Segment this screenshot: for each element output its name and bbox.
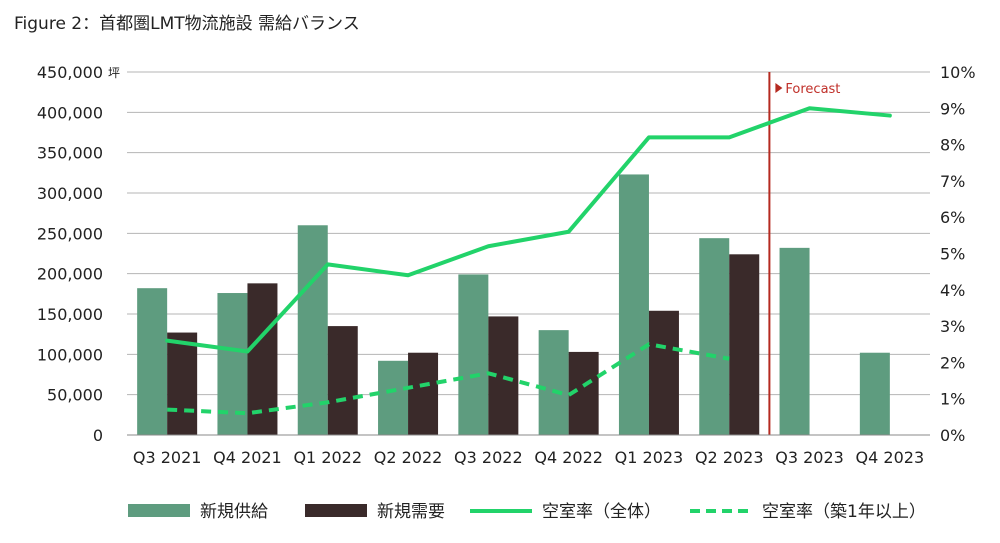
demand-bar <box>648 310 679 435</box>
y-left-tick-label: 50,000 <box>47 386 103 405</box>
legend-label: 新規需要 <box>377 502 445 522</box>
y-right-tick-label: 0% <box>940 426 965 445</box>
demand-bar <box>729 254 760 435</box>
legend-swatch <box>128 504 190 517</box>
forecast-label: Forecast <box>785 82 840 97</box>
demand-bar <box>167 332 198 435</box>
supply-bar <box>297 225 328 435</box>
y-left-tick-label: 400,000 <box>37 103 103 122</box>
demand-bar <box>327 326 358 435</box>
y-left-tick-label: 300,000 <box>37 184 103 203</box>
x-tick-label: Q3 2022 <box>454 448 523 467</box>
y-right-tick-label: 1% <box>940 390 965 409</box>
y-left-tick-label: 200,000 <box>37 265 103 284</box>
forecast-arrow-icon <box>775 83 783 93</box>
x-tick-label: Q3 2023 <box>775 448 844 467</box>
legend-label: 空室率（全体） <box>542 502 661 522</box>
y-right-tick-label: 2% <box>940 353 965 372</box>
supply-bar <box>137 288 168 435</box>
y-right-tick-label: 5% <box>940 245 965 264</box>
y-right-tick-label: 4% <box>940 281 965 300</box>
x-tick-label: Q2 2023 <box>695 448 764 467</box>
supply-bar <box>779 247 810 435</box>
supply-bar <box>538 330 569 435</box>
supply-bar <box>859 352 890 435</box>
x-tick-label: Q1 2023 <box>615 448 684 467</box>
vacancy-total-line <box>165 106 892 354</box>
x-tick-label: Q4 2021 <box>213 448 282 467</box>
y-left-tick-label: 450,000 <box>37 63 103 82</box>
x-tick-label: Q4 2022 <box>534 448 603 467</box>
supply-bar <box>699 238 730 435</box>
x-tick-label: Q4 2023 <box>856 448 925 467</box>
demand-bar <box>247 283 278 435</box>
y-right-tick-label: 8% <box>940 136 965 155</box>
x-tick-label: Q1 2022 <box>293 448 362 467</box>
vacancy-1yr-line <box>167 342 730 416</box>
supply-bar <box>458 274 489 435</box>
y-left-tick-label: 150,000 <box>37 305 103 324</box>
y-left-tick-label: 350,000 <box>37 144 103 163</box>
chart-title: Figure 2：首都圏LMT物流施設 需給バランス <box>14 14 360 34</box>
y-right-tick-label: 7% <box>940 172 965 191</box>
y-left-tick-label: 250,000 <box>37 224 103 243</box>
x-tick-label: Q3 2021 <box>133 448 202 467</box>
supply-bar <box>378 360 409 435</box>
y-left-unit-label: 坪 <box>108 66 120 80</box>
y-left-tick-label: 100,000 <box>37 345 103 364</box>
demand-bar <box>408 352 439 435</box>
y-right-tick-label: 3% <box>940 317 965 336</box>
supply-bar <box>618 174 649 436</box>
legend-swatch <box>305 504 367 517</box>
y-right-tick-label: 9% <box>940 99 965 118</box>
x-tick-label: Q2 2022 <box>374 448 443 467</box>
y-right-tick-label: 6% <box>940 208 965 227</box>
y-left-tick-label: 0 <box>93 426 103 445</box>
legend-label: 空室率（築1年以上） <box>762 502 926 522</box>
legend-label: 新規供給 <box>200 502 268 522</box>
y-right-tick-label: 10% <box>940 63 976 82</box>
